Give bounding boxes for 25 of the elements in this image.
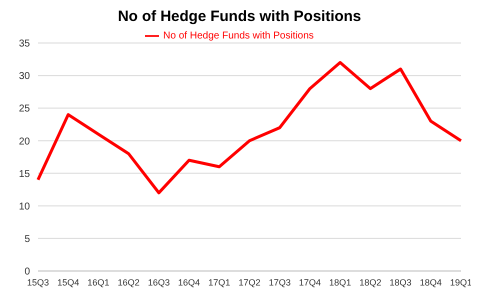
y-tick-label: 15 (18, 168, 30, 180)
x-tick-label: 18Q4 (420, 277, 442, 288)
y-tick-label: 0 (24, 266, 30, 278)
y-tick-label: 25 (18, 104, 30, 115)
x-tick-label: 16Q1 (87, 277, 110, 288)
y-tick-label: 35 (18, 38, 30, 50)
x-tick-label: 18Q2 (359, 277, 382, 288)
y-tick-label: 10 (18, 201, 30, 212)
x-tick-label: 17Q4 (298, 277, 321, 288)
line-series (36, 61, 462, 194)
y-tick-label: 5 (24, 234, 30, 245)
y-tick-label: 20 (18, 136, 30, 148)
x-tick-label: 17Q1 (208, 277, 230, 288)
y-tick-label: 30 (18, 71, 30, 82)
x-tick-label: 16Q3 (148, 277, 170, 288)
x-tick-label: 18Q1 (329, 277, 352, 288)
x-tick-label: 18Q3 (390, 277, 412, 288)
legend-label: No of Hedge Funds with Positions (163, 30, 314, 42)
x-tick-label: 15Q3 (26, 277, 50, 288)
x-tick-label: 15Q4 (57, 277, 80, 288)
chart-title: No of Hedge Funds with Positions (116, 8, 362, 25)
x-tick-label: 16Q4 (178, 277, 200, 288)
x-tick-label: 17Q3 (268, 277, 291, 288)
x-tick-label: 17Q2 (238, 277, 261, 288)
x-tick-label: 16Q2 (118, 277, 140, 288)
